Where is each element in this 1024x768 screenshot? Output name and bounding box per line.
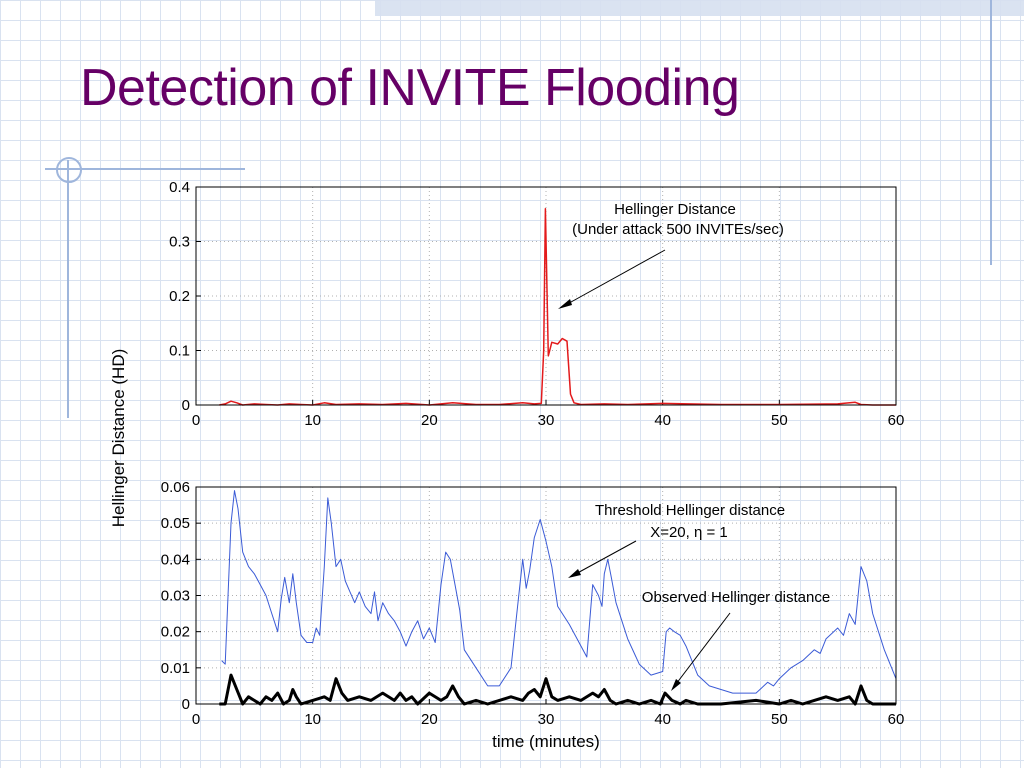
arrow-attack — [561, 249, 666, 308]
y-tick-label: 0.3 — [169, 234, 190, 251]
annotation-threshold-line2: X=20, η = 1 — [650, 524, 728, 541]
y-tick-label: 0 — [182, 397, 190, 414]
y-tick-label: 0.05 — [161, 515, 190, 532]
chart-panel-1: 0 10 20 30 40 50 60 0 0.1 0.2 0.3 0.4 — [169, 179, 904, 429]
annotation-attack-line2: (Under attack 500 INVITEs/sec) — [572, 221, 784, 238]
series-line-1 — [221, 490, 897, 694]
x-tick-label: 10 — [304, 412, 321, 429]
decor-vertical-right — [990, 0, 992, 265]
header-band — [375, 0, 1024, 16]
x-tick-label: 40 — [654, 711, 671, 728]
x-tick-label: 40 — [654, 412, 671, 429]
x-tick-label: 50 — [771, 412, 788, 429]
x-tick-label: 0 — [192, 711, 200, 728]
chart-panel-2: 0 10 20 30 40 50 60 0 0.01 0.02 0.03 0.04 0.05 0.06 — [161, 479, 905, 728]
y-axis-label: Hellinger Distance (HD) — [109, 349, 128, 528]
annotation-attack-line1: Hellinger Distance — [614, 201, 736, 218]
x-tick-label: 50 — [771, 711, 788, 728]
x-tick-label: 30 — [538, 711, 555, 728]
arrow-observed-head — [671, 679, 681, 691]
y-tick-label: 0.02 — [161, 624, 190, 641]
series-line-2 — [219, 673, 896, 706]
x-tick-label: 20 — [421, 412, 438, 429]
slide-title: Detection of INVITE Flooding — [80, 59, 740, 117]
annotation-threshold-line1: Threshold Hellinger distance — [595, 502, 785, 519]
y-tick-label: 0.04 — [161, 551, 190, 568]
decor-circle — [56, 157, 82, 183]
arrow-attack-head — [558, 299, 572, 309]
arrow-observed — [672, 612, 731, 689]
x-tick-label: 60 — [888, 711, 905, 728]
annotation-observed: Observed Hellinger distance — [642, 589, 830, 606]
y-tick-label: 0 — [182, 696, 190, 713]
y-tick-label: 0.4 — [169, 179, 190, 196]
x-tick-label: 0 — [192, 412, 200, 429]
plot-frame — [195, 186, 897, 406]
y-tick-label: 0.2 — [169, 288, 190, 305]
series-line-1 — [219, 208, 896, 406]
plot-frame — [195, 486, 897, 705]
y-tick-label: 0.01 — [161, 660, 190, 677]
y-tick-label: 0.03 — [161, 588, 190, 605]
arrow-threshold — [571, 540, 637, 577]
x-tick-label: 60 — [888, 412, 905, 429]
decor-horizontal-left — [45, 168, 245, 170]
y-tick-label: 0.06 — [161, 479, 190, 496]
x-tick-label: 30 — [538, 412, 555, 429]
decor-vertical-left — [67, 160, 69, 418]
arrow-threshold-head — [568, 569, 581, 578]
y-tick-label: 0.1 — [169, 343, 190, 360]
x-tick-label: 20 — [421, 711, 438, 728]
x-tick-label: 10 — [304, 711, 321, 728]
x-axis-label: time (minutes) — [492, 732, 600, 751]
